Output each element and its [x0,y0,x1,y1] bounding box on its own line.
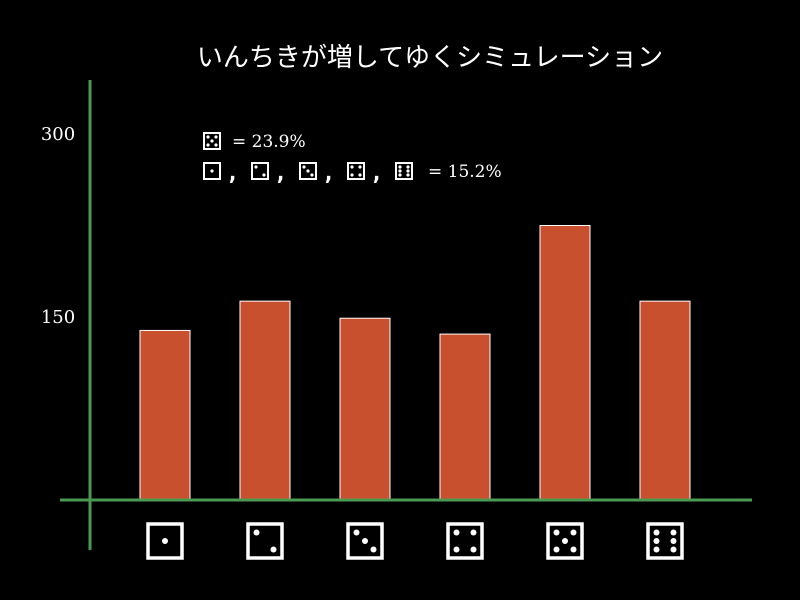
die-pip [670,538,677,544]
die-pip [210,169,214,173]
die-pip [162,538,168,544]
x-tick-die-5 [546,522,584,560]
die-pip [653,538,660,544]
die-face [246,522,284,560]
die-pip [358,165,362,169]
annotation-die-4 [347,162,365,180]
annotation-separator: , [274,161,287,186]
bar-die-5 [539,225,591,501]
die-pip [562,538,568,544]
x-tick-die-4 [446,522,484,560]
die-pip [570,546,577,553]
die-pip [350,173,354,177]
annotation-die-1 [203,162,221,180]
die-pip [362,538,368,544]
x-tick-die-3 [346,522,384,560]
annotation-separator: , [370,161,383,186]
annotation-die-5 [203,132,221,150]
die-pip [398,165,402,169]
bar-die-4 [439,333,491,501]
die-pip [670,546,677,553]
die-pip [254,165,258,169]
die-pip [270,546,277,553]
die-pip [553,546,560,553]
die-face [251,162,269,180]
die-pip [453,529,460,536]
die-pip [653,546,660,553]
die-pip [214,135,218,139]
annotation-other-value: = 15.2% [428,162,502,182]
die-face [299,162,317,180]
die-pip [353,529,360,536]
die-face [346,522,384,560]
annotation-other-faces: ,,,, [203,161,413,186]
die-face [347,162,365,180]
die-pip [306,169,310,173]
die-face [395,162,413,180]
die-face [546,522,584,560]
annotation-die-2 [251,162,269,180]
x-tick-die-1 [146,522,184,560]
die-pip [310,173,314,177]
x-tick-die-6 [646,522,684,560]
die-pip [398,169,402,173]
die-face [446,522,484,560]
chart-title: いんちきが増してゆくシミュレーション [197,43,663,73]
bar-die-3 [339,317,391,501]
die-pip [398,173,402,177]
die-face [203,132,221,150]
die-pip [653,529,660,536]
die-pip [406,169,410,173]
die-pip [406,173,410,177]
die-pip [302,165,306,169]
annotation-loaded-value: = 23.9% [232,132,306,152]
die-pip [470,546,477,553]
annotation-separator: , [322,161,335,186]
die-pip [262,173,266,177]
annotation-block: = 23.9% ,,,, = 15.2% [203,132,502,186]
y-tick-label: 300 [41,124,75,145]
die-pip [206,143,210,147]
bar-die-2 [239,300,291,501]
annotation-separator: , [226,161,239,186]
die-face [646,522,684,560]
die-pip [214,143,218,147]
die-face [146,522,184,560]
y-tick-labels: 150 300 [41,124,75,328]
annotation-loaded-face [203,132,221,150]
y-tick-label: 150 [41,307,75,328]
die-pip [350,165,354,169]
die-pip [553,529,560,536]
bar-die-6 [639,300,691,501]
die-pip [406,165,410,169]
x-tick-dice [146,522,684,560]
die-pip [370,546,377,553]
die-pip [453,546,460,553]
die-pip [358,173,362,177]
annotation-die-3 [299,162,317,180]
die-face [203,162,221,180]
annotation-die-6 [395,162,413,180]
die-pip [210,139,214,143]
x-tick-die-2 [246,522,284,560]
bars-group [139,225,691,501]
die-pip [570,529,577,536]
die-pip [253,529,260,536]
die-pip [670,529,677,536]
die-pip [206,135,210,139]
bar-die-1 [139,329,191,501]
die-pip [470,529,477,536]
